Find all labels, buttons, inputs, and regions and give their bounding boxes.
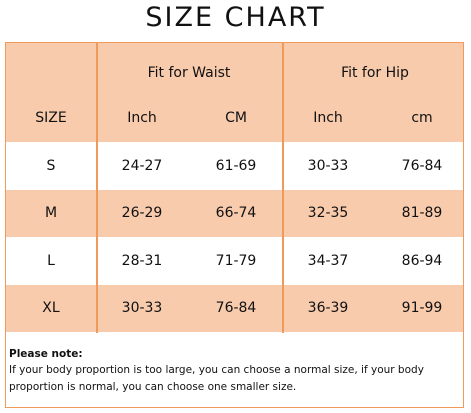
column-divider	[282, 42, 284, 333]
size-value: 91-99	[401, 300, 443, 317]
size-value: 28-31	[121, 252, 163, 269]
size-label: M	[44, 205, 58, 222]
size-value: 76-84	[401, 157, 443, 174]
size-value: 71-79	[215, 252, 257, 269]
size-label: XL	[42, 300, 60, 317]
size-value: 66-74	[215, 205, 257, 222]
note-text: If your body proportion is too large, yo…	[9, 364, 424, 376]
column-header: Inch	[127, 110, 157, 126]
column-header: CM	[225, 110, 247, 126]
size-label: L	[47, 252, 55, 269]
title: SIZE CHART	[145, 2, 326, 33]
column-header: Inch	[313, 110, 343, 126]
size-value: 30-33	[121, 300, 163, 317]
header-band	[6, 43, 463, 142]
row-band	[6, 189, 463, 237]
row-band	[6, 284, 463, 332]
size-value: 76-84	[215, 300, 257, 317]
size-value: 32-35	[307, 205, 349, 222]
size-value: 34-37	[307, 252, 349, 269]
column-header: cm	[411, 110, 433, 126]
group-header: Fit for Waist	[147, 65, 231, 81]
size-value: 81-89	[401, 205, 443, 222]
group-header: Fit for Hip	[341, 65, 409, 81]
note-text: proportion is normal, you can choose one…	[9, 381, 297, 393]
note-label: Please note:	[9, 348, 83, 360]
size-value: 86-94	[401, 252, 443, 269]
size-value: 61-69	[215, 157, 257, 174]
size-value: 26-29	[121, 205, 163, 222]
size-label: S	[46, 157, 56, 174]
column-divider	[96, 42, 98, 333]
size-value: 36-39	[307, 300, 349, 317]
size-value: 24-27	[121, 157, 163, 174]
column-header: SIZE	[35, 110, 67, 126]
size-value: 30-33	[307, 157, 349, 174]
table-frame	[5, 42, 464, 408]
